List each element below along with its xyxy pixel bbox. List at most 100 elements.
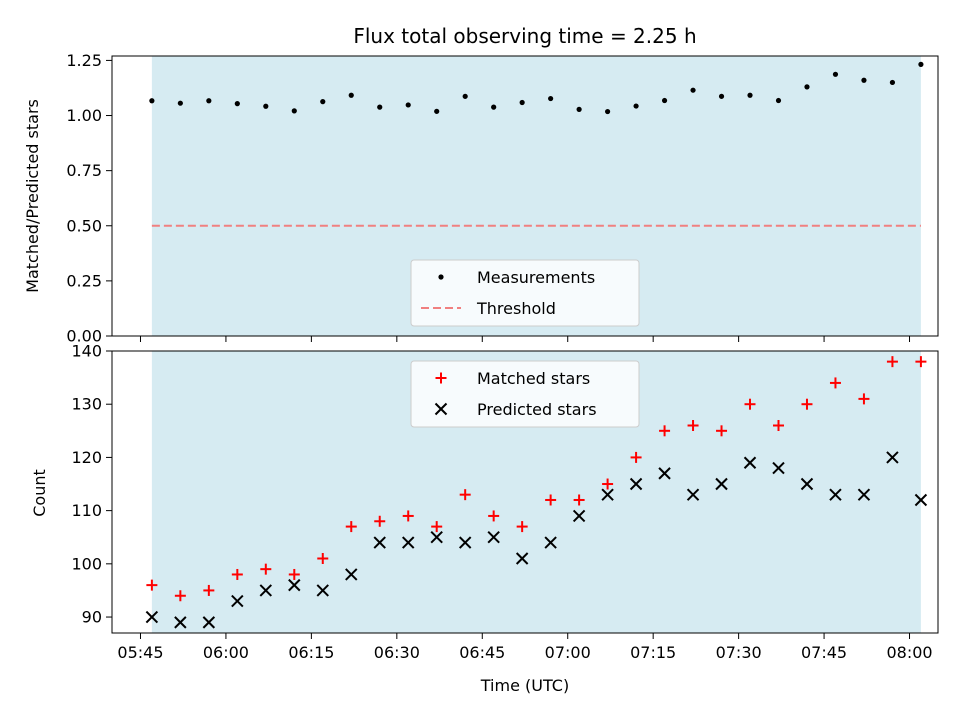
predicted-stars-point — [886, 451, 899, 464]
predicted-stars-point — [715, 477, 728, 491]
measurements-point — [889, 79, 896, 86]
measurements-point — [320, 99, 326, 105]
predicted-stars-point — [402, 536, 415, 549]
matched-stars-point — [231, 568, 243, 580]
bottom-panel-frame — [111, 350, 939, 634]
y-tick-label: 1.25 — [66, 51, 102, 70]
predicted-stars-point — [772, 461, 785, 475]
x-tick-label: 07:00 — [545, 643, 591, 662]
x-axis-label: Time (UTC) — [480, 676, 569, 695]
matched-stars-point — [260, 563, 272, 575]
y-tick-label: 1.00 — [66, 106, 102, 125]
matched-stars-point — [488, 510, 500, 522]
predicted-stars-point — [487, 531, 500, 544]
measurements-point — [661, 97, 668, 104]
matched-stars-point — [915, 356, 927, 368]
predicted-stars-point — [145, 610, 159, 624]
x-tick-label: 07:45 — [801, 643, 847, 662]
matched-stars-point — [459, 489, 471, 501]
measurements-point — [775, 97, 782, 104]
predicted-stars-point — [914, 493, 928, 507]
matched-stars-point — [146, 579, 158, 591]
predicted-stars-point — [601, 488, 614, 501]
matched-stars-point — [687, 419, 699, 431]
measurements-point — [747, 92, 753, 98]
predicted-stars-point — [686, 488, 700, 501]
predicted-stars-point — [458, 536, 472, 549]
predicted-stars-point — [743, 456, 757, 469]
matched-stars-point — [716, 425, 728, 437]
predicted-stars-point — [373, 536, 386, 549]
legend-marker-swatch — [434, 402, 448, 416]
y-tick-label: 90 — [82, 608, 102, 627]
measurements-point — [491, 104, 497, 110]
top-panel-ylabel: Matched/Predicted stars — [23, 99, 42, 293]
legend-box — [410, 259, 640, 327]
predicted-stars-point — [857, 488, 871, 501]
predicted-stars-point — [231, 594, 244, 608]
matched-stars-point — [402, 510, 414, 522]
measurements-point — [434, 108, 440, 114]
measurements-point — [234, 101, 240, 107]
legend-label: Matched stars — [477, 369, 590, 388]
predicted-stars-point — [829, 488, 842, 501]
x-tick-label: 06:00 — [203, 643, 249, 662]
top-panel: 0.00 0.25 0.50 0.75 1.00 1.25 Matched/Predict… — [23, 51, 939, 346]
bottom-panel: 90 100 110 120 130 140 05:45 06:00 06:15 06:30 06… — [30, 342, 939, 662]
x-tick-label: 06:15 — [288, 643, 334, 662]
top-panel-frame — [111, 55, 939, 337]
predicted-stars-point — [572, 509, 586, 523]
measurements-point — [291, 108, 297, 114]
y-tick-label: 110 — [71, 501, 102, 520]
measurements-point — [149, 98, 155, 104]
matched-stars-point — [374, 515, 386, 527]
measurements-point — [548, 95, 554, 102]
predicted-stars-point — [316, 584, 329, 597]
matched-stars-point — [858, 393, 870, 405]
bottom-legend: Matched stars Predicted stars — [410, 360, 640, 428]
y-tick-label: 130 — [71, 395, 102, 414]
predicted-stars-point — [800, 477, 814, 491]
x-tick-label: 05:45 — [117, 643, 163, 662]
y-tick-label: 0.25 — [66, 271, 102, 290]
measurements-point — [206, 98, 212, 104]
predicted-stars-point — [288, 578, 301, 592]
predicted-stars-point — [430, 531, 443, 544]
matched-stars-point — [602, 478, 614, 490]
measurements-point — [690, 87, 696, 93]
matched-stars-point — [886, 356, 898, 368]
bottom-panel-ylabel: Count — [30, 469, 49, 517]
measurements-point — [405, 102, 411, 108]
y-tick-label: 100 — [71, 554, 102, 573]
matched-stars-point — [772, 419, 784, 431]
y-tick-label: 0.50 — [66, 216, 102, 235]
matched-stars-point — [174, 590, 186, 602]
predicted-stars-point — [345, 568, 358, 581]
measurements-point — [804, 84, 810, 90]
predicted-stars-point — [515, 552, 529, 565]
x-tick-label: 06:45 — [459, 643, 505, 662]
predicted-stars-point — [202, 616, 216, 629]
predicted-stars-point — [259, 584, 273, 597]
measurements-point — [377, 104, 383, 110]
matched-stars-point — [545, 494, 557, 506]
measurements-point — [177, 100, 183, 106]
predicted-stars-point — [629, 477, 643, 491]
y-tick-label: 140 — [71, 342, 102, 361]
matched-stars-point — [573, 494, 585, 506]
measurements-point — [605, 108, 611, 115]
measurements-point — [348, 92, 354, 98]
matched-stars-point — [431, 521, 443, 533]
measurements-point — [861, 77, 867, 83]
predicted-stars-point — [544, 536, 557, 549]
legend-label: Predicted stars — [477, 400, 597, 419]
y-tick-label: 120 — [71, 448, 102, 467]
legend-marker-swatch — [435, 372, 447, 384]
matched-stars-point — [744, 398, 756, 410]
matched-stars-point — [659, 425, 671, 437]
matched-stars-point — [630, 451, 642, 463]
top-legend: Measurements Threshold — [410, 259, 640, 327]
legend-marker-swatch — [438, 274, 444, 280]
measurements-point — [832, 71, 839, 77]
legend-label: Measurements — [477, 268, 595, 287]
